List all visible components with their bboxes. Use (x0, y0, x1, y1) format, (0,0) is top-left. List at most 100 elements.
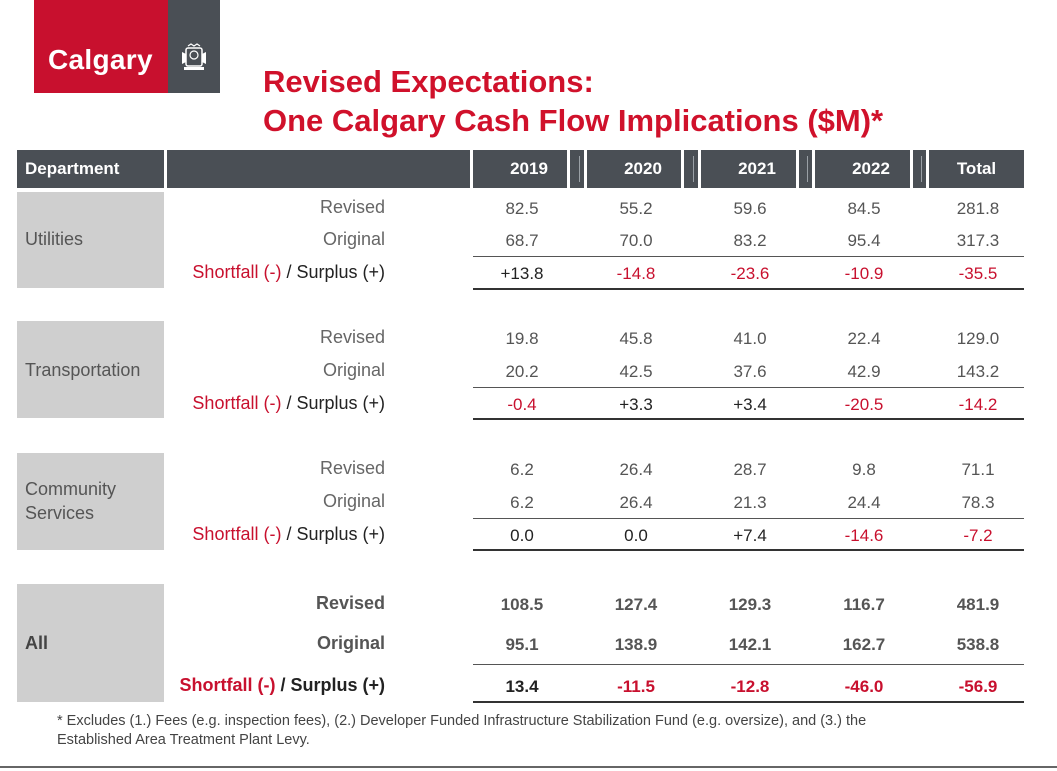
cell-all-revised-2019: 108.5 (500, 595, 544, 614)
divider (473, 664, 1024, 665)
cell-transportation-original-total: 143.2 (956, 362, 1000, 381)
surplus-text: Surplus (+) (296, 524, 385, 544)
cell-community-original-2019: 6.2 (510, 493, 534, 512)
cell-community-original-2020: 26.4 (619, 493, 653, 512)
cell-community-shortfall-2020: 0.0 (624, 526, 648, 545)
dept-label-community-services: Community Services (25, 477, 116, 525)
cell-transportation-shortfall-2022: -20.5 (844, 395, 884, 414)
label-separator: / (281, 393, 297, 413)
dept-cell-all: All (17, 584, 164, 702)
shortfall-text: Shortfall (-) (179, 675, 276, 695)
cell-all-shortfall-2021: -12.8 (730, 677, 770, 696)
cell-utilities-shortfall-2019: +13.8 (500, 264, 544, 283)
dept-label-transportation: Transportation (25, 360, 141, 380)
header-separator (812, 150, 815, 188)
header-separator (693, 156, 694, 182)
divider (473, 549, 1024, 551)
header-separator (698, 150, 701, 188)
cell-transportation-original-2019: 20.2 (505, 362, 539, 381)
cell-all-original-2022: 162.7 (842, 635, 886, 654)
label-separator: / (281, 262, 297, 282)
logo-text: Calgary (48, 44, 153, 75)
header-department: Department (25, 159, 120, 178)
cell-all-original-total: 538.8 (956, 635, 1000, 654)
cell-transportation-revised-2020: 45.8 (619, 329, 653, 348)
row-label-revised: Revised (319, 458, 385, 478)
cell-community-original-2021: 21.3 (733, 493, 767, 512)
cell-utilities-original-2020: 70.0 (619, 231, 653, 250)
cell-community-revised-total: 71.1 (961, 460, 995, 479)
cell-community-shortfall-2022: -14.6 (844, 526, 884, 545)
header-separator (921, 156, 922, 182)
header-total: Total (956, 159, 997, 178)
cell-transportation-shortfall-2021: +3.4 (733, 395, 767, 414)
cell-transportation-original-2020: 42.5 (619, 362, 653, 381)
cell-community-revised-2020: 26.4 (619, 460, 653, 479)
dept-label-utilities: Utilities (25, 229, 84, 249)
surplus-text: Surplus (+) (290, 675, 385, 695)
header-separator (910, 150, 913, 188)
shortfall-text: Shortfall (-) (192, 262, 282, 282)
cell-all-shortfall-2020: -11.5 (617, 677, 655, 696)
calgary-logo: Calgary (34, 0, 168, 93)
row-label-original: Original (322, 360, 385, 380)
cell-transportation-original-2021: 37.6 (733, 362, 767, 381)
row-label-revised: Revised (319, 197, 385, 217)
cell-utilities-original-2022: 95.4 (847, 231, 881, 250)
cell-all-shortfall-2022: -46.0 (844, 677, 884, 696)
cell-transportation-shortfall-2019: -0.4 (507, 395, 537, 414)
cell-community-shortfall-2021: +7.4 (733, 526, 767, 545)
row-label-revised: Revised (319, 327, 385, 347)
cell-community-revised-2021: 28.7 (733, 460, 767, 479)
dept-cell-transportation: Transportation (17, 321, 164, 418)
header-year-2019: 2019 (510, 159, 548, 178)
row-label-shortfall: Shortfall (-) / Surplus (+) (192, 262, 385, 283)
cell-all-shortfall-total: -56.9 (958, 677, 998, 696)
city-crest-icon (182, 43, 206, 70)
cell-all-revised-2022: 116.7 (843, 595, 885, 614)
header-separator (807, 156, 808, 182)
dept-cell-community-services: Community Services (17, 453, 164, 550)
header-separator (681, 150, 684, 188)
cell-all-revised-total: 481.9 (956, 595, 1000, 614)
label-separator: / (275, 675, 291, 695)
table-header: Department 2019 2020 2021 2022 Total (17, 150, 1024, 188)
crest-panel (168, 0, 220, 93)
header-separator (164, 150, 167, 188)
dept-label-all: All (25, 633, 49, 653)
cell-all-revised-2020: 127.4 (614, 595, 658, 614)
divider (473, 418, 1024, 420)
divider (473, 288, 1024, 290)
cell-utilities-revised-2022: 84.5 (847, 199, 881, 218)
cell-utilities-shortfall-2020: -14.8 (616, 264, 656, 283)
cell-community-original-total: 78.3 (961, 493, 995, 512)
row-label-shortfall: Shortfall (-) / Surplus (+) (192, 393, 385, 414)
row-label-shortfall: Shortfall (-) / Surplus (+) (179, 675, 385, 696)
divider (473, 518, 1024, 519)
cell-community-shortfall-total: -7.2 (963, 526, 993, 545)
cell-utilities-original-2021: 83.2 (733, 231, 767, 250)
dept-label-line-2: Services (25, 503, 95, 523)
cell-all-shortfall-2019: 13.4 (505, 677, 539, 696)
header-separator (470, 150, 473, 188)
page-title: Revised Expectations: One Calgary Cash F… (263, 62, 883, 140)
cell-utilities-original-2019: 68.7 (505, 231, 539, 250)
dept-label-line-1: Community (25, 479, 117, 499)
divider (473, 387, 1024, 388)
cell-all-original-2021: 142.1 (728, 635, 772, 654)
header-year-2021: 2021 (738, 159, 776, 178)
title-line-1: Revised Expectations: (263, 64, 594, 99)
cell-all-revised-2021: 129.3 (728, 595, 772, 614)
footnote-line-1: * Excludes (1.) Fees (e.g. inspection fe… (57, 713, 867, 729)
header-year-2022: 2022 (852, 159, 890, 178)
header-separator (567, 150, 570, 188)
divider (473, 256, 1024, 257)
cell-community-revised-2022: 9.8 (852, 460, 876, 479)
cell-all-original-2020: 138.9 (614, 635, 658, 654)
cell-utilities-shortfall-2021: -23.6 (730, 264, 770, 283)
cell-community-revised-2019: 6.2 (510, 460, 534, 479)
header-separator (796, 150, 799, 188)
dept-cell-utilities: Utilities (17, 192, 164, 288)
footnote-line-2: Established Area Treatment Plant Levy. (57, 732, 310, 748)
row-label-shortfall: Shortfall (-) / Surplus (+) (192, 524, 385, 545)
